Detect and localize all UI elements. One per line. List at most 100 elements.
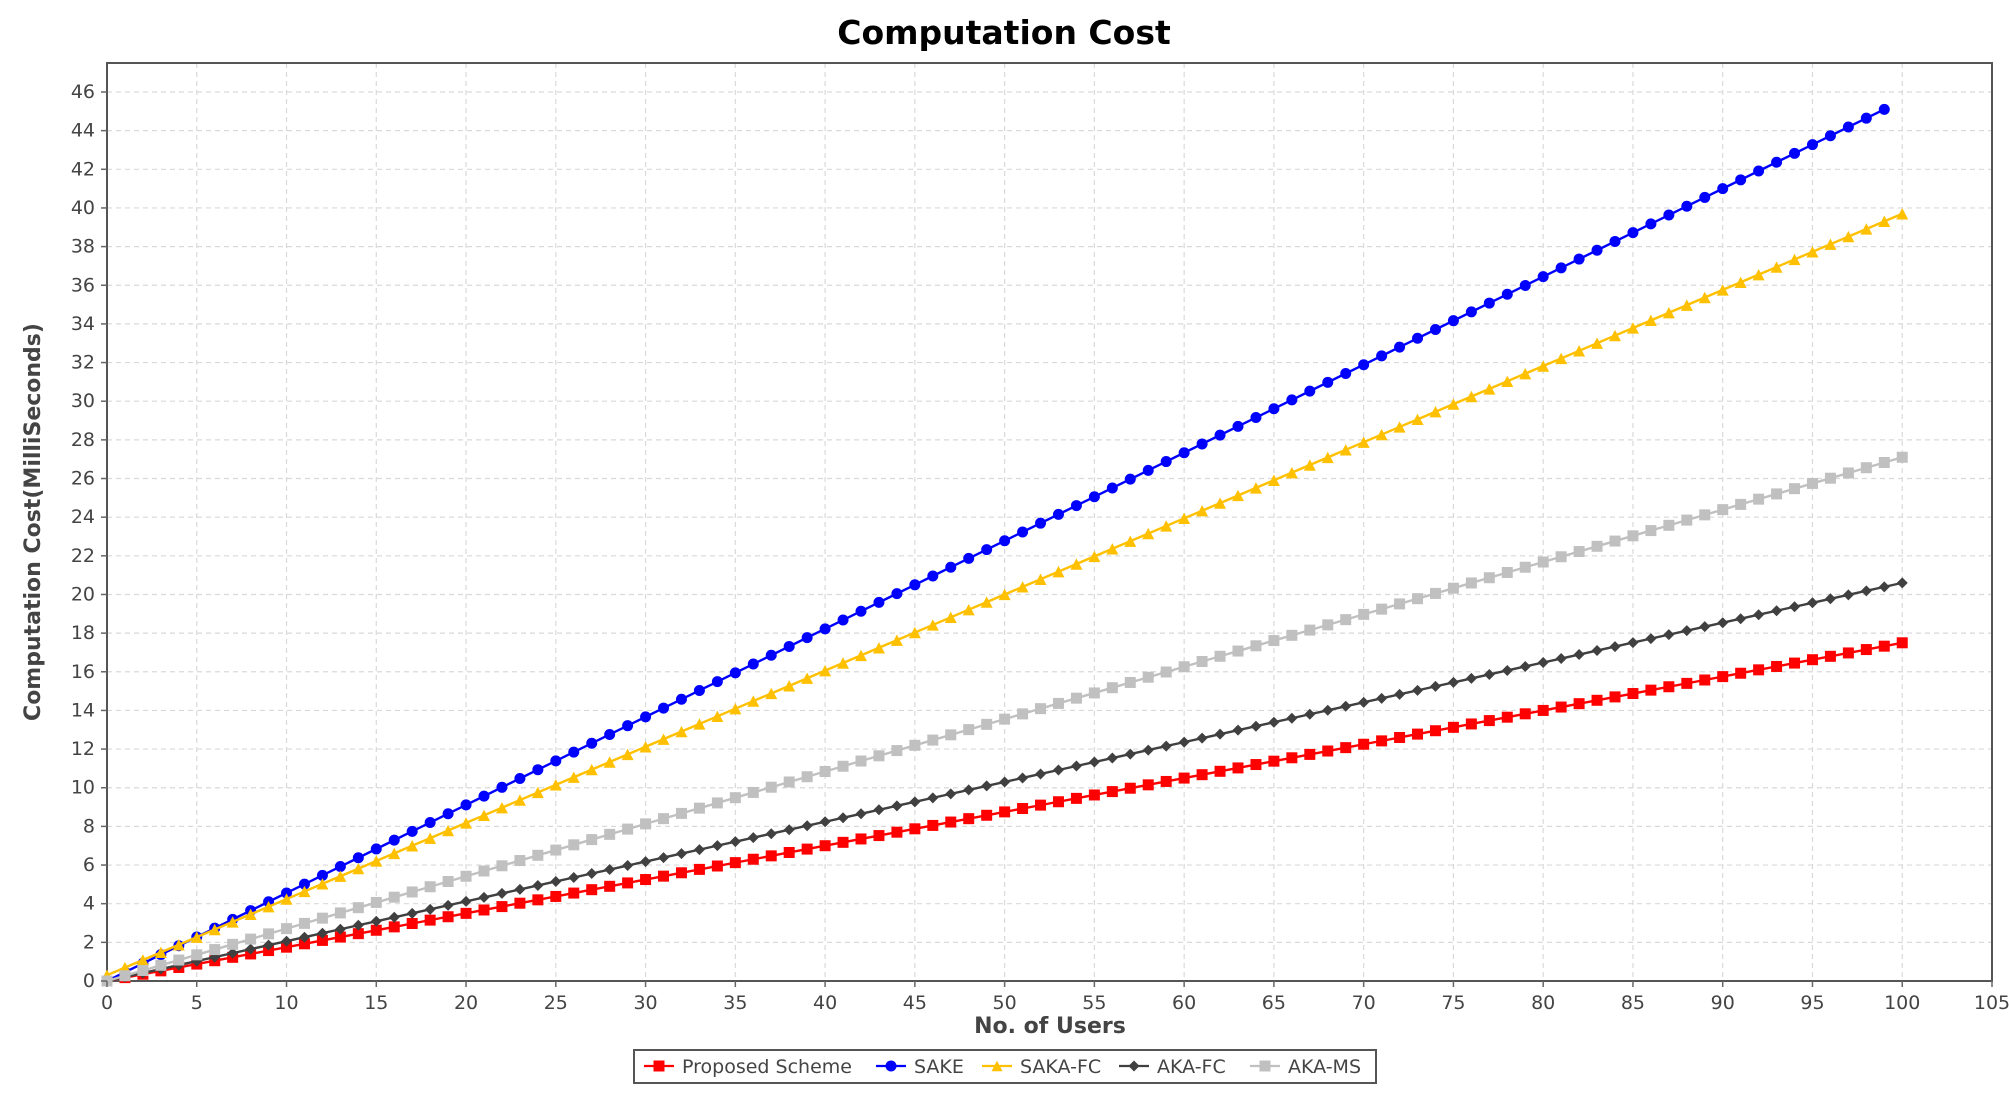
data-point (1627, 637, 1639, 649)
data-point (1052, 565, 1065, 578)
data-point (837, 657, 850, 669)
y-tick-label: 40 (71, 197, 95, 219)
y-tick-label: 16 (71, 661, 95, 683)
data-point (1771, 488, 1783, 500)
x-tick-label: 50 (993, 992, 1017, 1014)
data-point (1824, 238, 1837, 250)
data-point (658, 702, 670, 714)
data-point (1124, 473, 1136, 485)
data-point (1268, 716, 1280, 728)
data-point (1124, 535, 1137, 547)
data-point (281, 941, 293, 953)
data-point (568, 746, 580, 758)
data-point (1735, 174, 1747, 186)
data-point (388, 891, 400, 903)
data-point (1555, 352, 1568, 365)
data-point (388, 911, 400, 923)
data-point (568, 887, 580, 899)
data-point (1196, 438, 1208, 450)
data-point (891, 826, 903, 838)
data-point (926, 619, 939, 631)
data-point (1663, 629, 1675, 641)
data-point (154, 946, 167, 959)
data-point (1340, 368, 1352, 380)
data-point (1322, 745, 1334, 757)
data-point (478, 904, 490, 916)
data-point (693, 684, 705, 696)
data-point (352, 919, 364, 931)
x-tick-label: 45 (903, 992, 927, 1014)
data-point (1501, 566, 1513, 578)
data-point (1555, 551, 1567, 563)
data-point (1591, 540, 1603, 552)
x-tick-label: 40 (813, 992, 837, 1014)
x-tick-label: 65 (1262, 992, 1286, 1014)
data-point (1842, 230, 1855, 243)
data-point (514, 855, 526, 867)
data-point (1178, 772, 1190, 784)
data-point (1609, 535, 1621, 547)
data-point (1052, 764, 1064, 776)
data-point (1412, 332, 1424, 344)
data-point (604, 864, 616, 876)
data-point (478, 865, 490, 877)
data-point (514, 883, 526, 895)
data-point (370, 855, 383, 867)
data-point (1268, 403, 1280, 415)
data-point (1088, 491, 1100, 503)
data-point (1070, 558, 1083, 570)
data-point (604, 828, 616, 840)
legend-marker (1259, 1060, 1271, 1072)
data-point (1753, 493, 1765, 505)
data-point (1035, 517, 1047, 529)
y-tick-label: 4 (83, 893, 95, 915)
data-point (1268, 635, 1280, 647)
data-point (675, 807, 687, 819)
data-point (1106, 482, 1118, 494)
data-point (783, 846, 795, 858)
data-point (873, 830, 885, 842)
data-point (1357, 436, 1370, 448)
data-point (1573, 546, 1585, 558)
data-point (729, 667, 741, 679)
data-point (1735, 667, 1747, 679)
data-point (1286, 629, 1298, 641)
data-point (1645, 525, 1657, 537)
data-point (136, 954, 149, 966)
series-line (105, 108, 1886, 983)
data-point (1699, 674, 1711, 686)
data-point (1250, 759, 1262, 771)
data-point (334, 923, 346, 935)
y-tick-label: 22 (71, 545, 95, 567)
y-tick-label: 34 (71, 313, 95, 335)
data-point (1285, 466, 1298, 479)
data-point (1483, 572, 1495, 584)
data-point (1860, 223, 1873, 235)
data-point (1788, 253, 1801, 266)
data-point (1878, 103, 1890, 115)
data-point (622, 877, 634, 889)
data-point (872, 642, 885, 654)
y-tick-label: 14 (71, 699, 95, 721)
data-point (1286, 394, 1298, 406)
data-point (1896, 451, 1908, 463)
legend-marker (1128, 1060, 1140, 1072)
plot-frame (106, 62, 1993, 982)
data-point (999, 535, 1011, 547)
data-point (442, 808, 454, 820)
data-point (1824, 472, 1836, 484)
data-point (1699, 509, 1711, 521)
legend-label: AKA-MS (1288, 1056, 1361, 1078)
x-tick-label: 80 (1531, 992, 1555, 1014)
data-point (1035, 768, 1047, 780)
data-point (1088, 789, 1100, 801)
data-point (172, 939, 185, 951)
data-point (1412, 684, 1424, 696)
data-point (1232, 489, 1244, 502)
data-point (424, 817, 436, 829)
data-point (891, 588, 903, 600)
data-point (478, 790, 490, 802)
data-point (1322, 704, 1334, 716)
y-tick-label: 32 (71, 352, 95, 374)
